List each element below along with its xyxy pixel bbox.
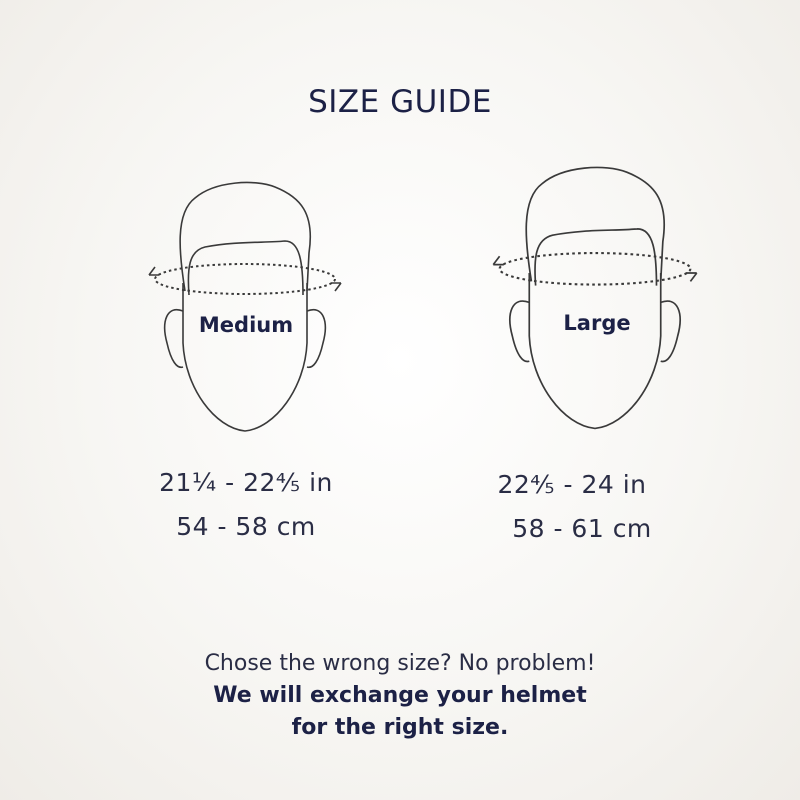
size-label-large: Large	[563, 311, 631, 335]
large-head-illustration	[492, 166, 698, 430]
large-cm: 58 - 61 cm	[512, 514, 652, 543]
footer-line-1: Chose the wrong size? No problem!	[204, 651, 596, 676]
medium-head-illustration	[148, 181, 342, 432]
medium-cm: 54 - 58 cm	[176, 512, 316, 541]
size-label-medium: Medium	[198, 313, 294, 337]
medium-inches: 21¼ - 22⅘ in	[159, 468, 333, 497]
footer-line-3: for the right size.	[291, 715, 509, 740]
large-inches: 22⅘ - 24 in	[497, 470, 647, 499]
page-title: SIZE GUIDE	[308, 84, 492, 120]
footer-line-2: We will exchange your helmet	[213, 683, 587, 708]
